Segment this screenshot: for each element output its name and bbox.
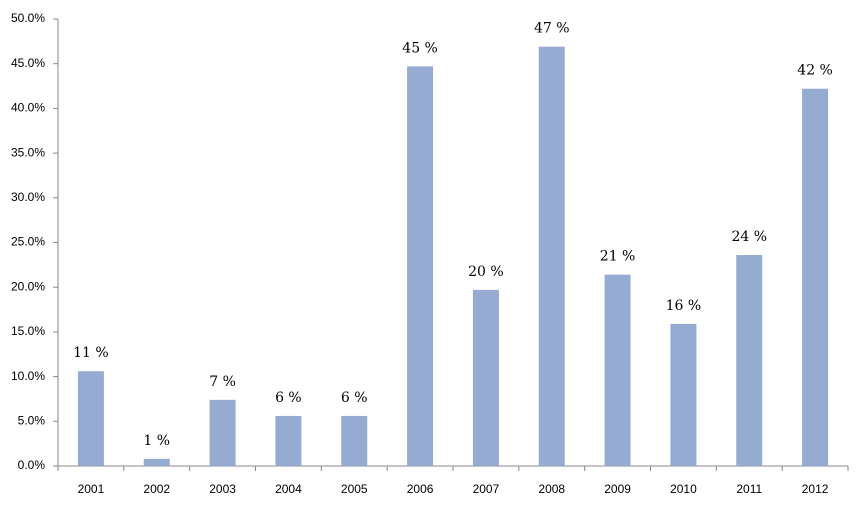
bar	[341, 415, 368, 466]
x-tick-label: 2002	[143, 482, 170, 496]
value-label: 1 %	[143, 433, 170, 449]
y-tick-label: 50.0%	[11, 11, 45, 25]
bar	[736, 255, 763, 466]
y-tick-label: 20.0%	[11, 279, 45, 293]
y-tick-label: 10.0%	[11, 369, 45, 383]
value-label: 45 %	[402, 40, 438, 56]
y-tick-label: 15.0%	[11, 324, 45, 338]
x-tick-label: 2003	[209, 482, 236, 496]
bar	[143, 458, 170, 466]
bar	[77, 371, 104, 466]
x-tick-label: 2012	[802, 482, 829, 496]
x-tick-label: 2006	[407, 482, 434, 496]
value-label: 20 %	[468, 264, 504, 280]
x-tick-label: 2004	[275, 482, 302, 496]
x-tick-label: 2009	[604, 482, 631, 496]
value-label: 21 %	[600, 249, 636, 265]
y-tick-label: 30.0%	[11, 190, 45, 204]
bar	[802, 88, 829, 467]
x-tick-label: 2008	[538, 482, 565, 496]
bar	[538, 46, 565, 467]
x-tick-label: 2007	[473, 482, 500, 496]
y-tick-label: 35.0%	[11, 145, 45, 159]
value-label: 47 %	[534, 21, 570, 37]
y-tick-label: 5.0%	[18, 413, 46, 427]
bar	[209, 399, 236, 466]
value-label: 11 %	[73, 345, 109, 361]
x-tick-label: 2011	[736, 482, 762, 496]
y-tick-label: 0.0%	[18, 458, 46, 472]
bar	[670, 323, 697, 466]
y-tick-label: 40.0%	[11, 101, 45, 115]
value-label: 24 %	[731, 229, 767, 245]
bar	[472, 289, 499, 466]
value-label: 42 %	[797, 63, 833, 79]
y-tick-label: 45.0%	[11, 56, 45, 70]
value-label: 7 %	[209, 374, 236, 390]
value-label: 16 %	[666, 298, 702, 314]
bar	[275, 415, 302, 466]
bar	[407, 66, 434, 466]
x-tick-label: 2010	[670, 482, 697, 496]
x-tick-label: 2001	[78, 482, 105, 496]
value-label: 6 %	[341, 390, 368, 406]
x-tick-label: 2005	[341, 482, 368, 496]
y-tick-label: 25.0%	[11, 235, 45, 249]
bar	[604, 274, 631, 466]
value-label: 6 %	[275, 390, 302, 406]
